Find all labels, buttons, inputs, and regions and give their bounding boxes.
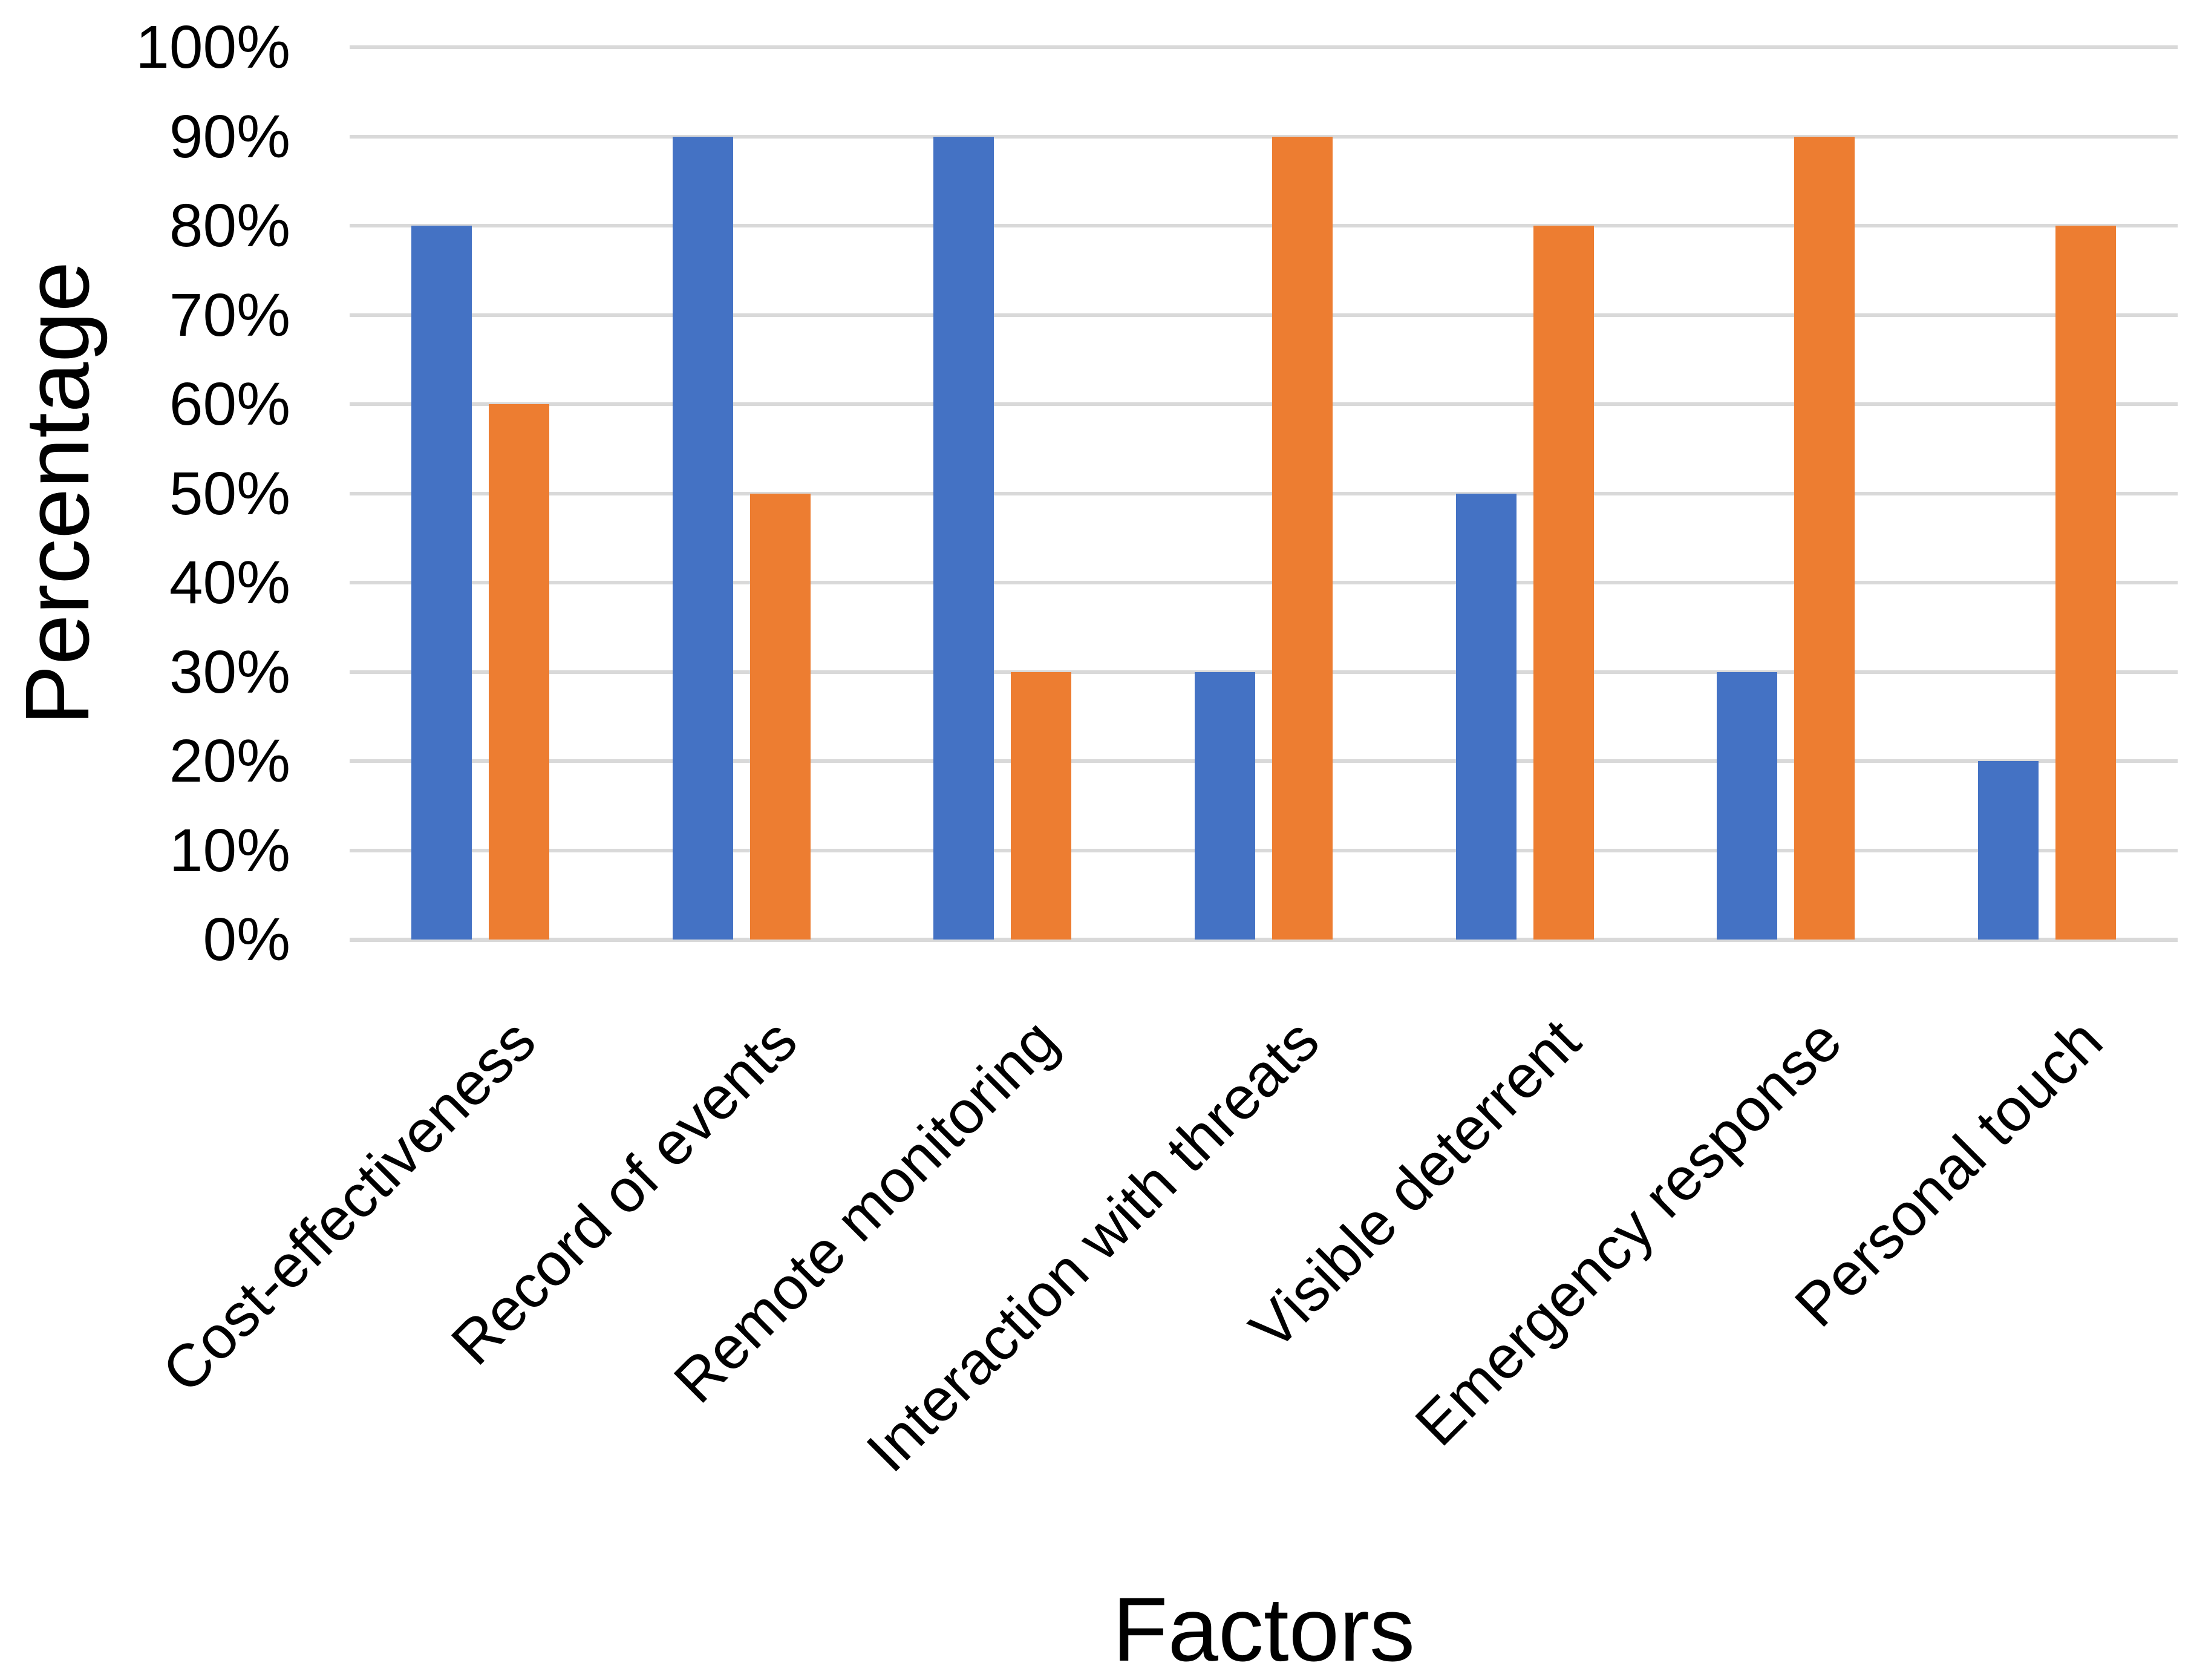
bar-blue-1 — [672, 136, 733, 940]
gridline — [350, 759, 2178, 763]
y-tick-label: 20% — [169, 727, 290, 795]
y-tick-label: 10% — [169, 816, 290, 884]
y-tick-label: 70% — [169, 281, 290, 349]
y-tick-label: 30% — [169, 638, 290, 706]
bar-blue-5 — [1717, 672, 1778, 940]
gridline — [350, 491, 2178, 495]
bar-orange-2 — [1011, 672, 1072, 940]
bar-blue-2 — [933, 136, 994, 940]
bar-orange-0 — [488, 404, 549, 940]
bar-blue-6 — [1978, 761, 2039, 940]
bar-orange-5 — [1794, 136, 1855, 940]
y-tick-label: 90% — [169, 102, 290, 171]
gridline — [350, 224, 2178, 227]
y-tick-label: 0% — [203, 906, 290, 973]
x-axis-label: Interaction with threats — [854, 1006, 1332, 1485]
bar-blue-4 — [1455, 493, 1517, 940]
bar-blue-0 — [411, 226, 472, 940]
y-tick-label: 50% — [169, 459, 290, 528]
gridline — [350, 45, 2178, 49]
bar-orange-4 — [1533, 226, 1594, 940]
x-axis-label: Emergency response — [1402, 1006, 1855, 1459]
y-tick-label: 40% — [169, 549, 290, 616]
gridline — [350, 670, 2178, 674]
x-axis-line — [350, 938, 2178, 942]
y-tick-label: 100% — [135, 13, 290, 81]
y-tick-label: 60% — [169, 370, 290, 438]
gridline — [350, 581, 2178, 584]
bar-orange-1 — [749, 493, 811, 940]
bar-blue-3 — [1195, 672, 1255, 940]
x-axis-title: Factors — [1112, 1578, 1415, 1680]
gridline — [350, 313, 2178, 317]
y-tick-label: 80% — [169, 192, 290, 260]
bar-orange-3 — [1272, 136, 1333, 940]
bar-orange-6 — [2055, 226, 2117, 940]
gridline — [350, 402, 2178, 406]
gridline — [350, 134, 2178, 139]
gridline — [350, 848, 2178, 852]
